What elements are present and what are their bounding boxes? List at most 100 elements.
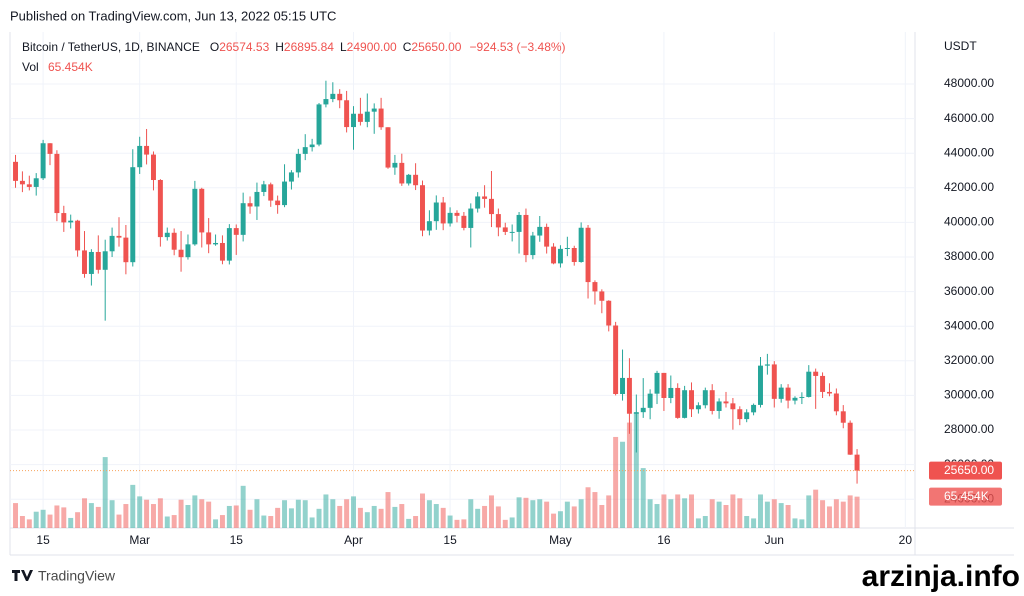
candle-body [854, 454, 860, 471]
candle-body [192, 188, 198, 245]
volume-bar [482, 505, 488, 528]
candle-body [40, 143, 46, 179]
volume-bar [26, 519, 32, 528]
volume-bar [675, 494, 681, 528]
candle-body [130, 167, 136, 263]
candle-body [820, 375, 826, 392]
candle-body [654, 372, 660, 394]
volume-bar [33, 511, 39, 528]
y-tick-label: 46000.00 [944, 111, 994, 125]
candle-body [26, 184, 32, 187]
candle-body [199, 188, 205, 233]
candle-body [482, 196, 488, 199]
volume-bar [806, 495, 812, 528]
volume-bar [247, 509, 253, 528]
volume-bar [288, 508, 294, 528]
volume-bar [399, 504, 405, 528]
candle-body [185, 244, 191, 258]
y-tick-label: 40000.00 [944, 215, 994, 229]
candle-body [178, 249, 184, 258]
candle-body [613, 325, 619, 395]
candle-body [392, 162, 398, 168]
candle-body [668, 387, 674, 398]
volume-bar [233, 505, 239, 528]
volume-bar [840, 501, 846, 528]
volume-bar [551, 513, 557, 528]
axis-unit: USDT [944, 39, 977, 53]
candle-body [633, 412, 639, 414]
volume-bar [109, 500, 115, 528]
candle-body [330, 93, 336, 100]
candle-body [709, 390, 715, 411]
volume-bar [440, 507, 446, 528]
volume-bar [123, 504, 129, 528]
legend-value: 26895.84 [284, 40, 334, 54]
volume-bar [406, 518, 412, 528]
candle-body [440, 202, 446, 224]
x-tick-label: 16 [657, 533, 671, 547]
volume-bar [854, 496, 860, 528]
volume-bar [268, 516, 274, 528]
volume-bar [751, 518, 757, 528]
candle-body [792, 397, 798, 401]
candle-body [116, 235, 122, 238]
candle-body [502, 227, 508, 232]
candle-body [219, 242, 225, 261]
volume-bar [371, 505, 377, 528]
legend-key: O [210, 40, 219, 54]
candle-body [730, 403, 736, 410]
candle-body [144, 145, 150, 155]
candle-body [571, 247, 577, 263]
x-tick-label: 15 [230, 533, 244, 547]
candle-body [371, 108, 377, 112]
volume-bar [164, 516, 170, 528]
candle-body [323, 99, 329, 105]
volume-bar [509, 517, 515, 528]
legend-value: 25650.00 [411, 40, 461, 54]
volume-bar [702, 516, 708, 528]
legend-key: H [275, 40, 284, 54]
candle-body [640, 407, 646, 413]
candle-body [61, 213, 67, 223]
volume-bar [144, 499, 150, 528]
volume-bar [295, 499, 301, 528]
volume-bar [392, 506, 398, 528]
volume-bar [330, 499, 336, 528]
candle-body [109, 235, 115, 252]
volume-bar [778, 503, 784, 528]
candle-body [351, 113, 356, 128]
volume-bar [68, 517, 74, 528]
volume-bar [199, 499, 205, 528]
candle-body [544, 226, 550, 247]
x-tick-label: May [549, 533, 572, 547]
volume-bar [240, 485, 246, 528]
volume-bar [571, 506, 577, 528]
volume-bar [826, 506, 832, 528]
volume-bar [468, 499, 474, 528]
candle-body [447, 212, 453, 224]
volume-bar [764, 501, 770, 528]
volume-bar [282, 500, 288, 528]
candle-body [585, 227, 591, 283]
volume-key: Vol [22, 60, 39, 74]
candle-body [413, 174, 419, 186]
candle-body [19, 180, 25, 185]
x-tick-label: 20 [899, 533, 913, 547]
published-note: Published on TradingView.com, Jun 13, 20… [10, 8, 336, 23]
candle-body [647, 393, 653, 408]
candle-body [282, 181, 288, 206]
candle-body [385, 127, 391, 168]
candle-body [226, 228, 232, 261]
volume-bar [606, 495, 612, 528]
volume-bar [433, 504, 439, 528]
candle-body [88, 251, 94, 274]
candle-body [268, 184, 274, 201]
volume-bar [302, 500, 308, 528]
volume-bar [454, 519, 460, 528]
volume-bar [447, 515, 453, 528]
volume-bar [357, 507, 363, 528]
candle-body [123, 237, 129, 263]
candle-body [682, 390, 688, 418]
